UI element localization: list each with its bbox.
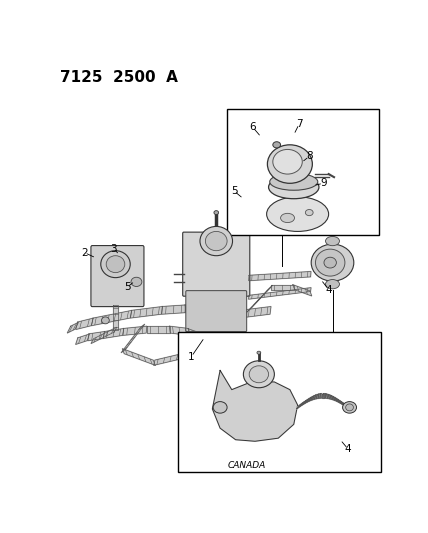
Polygon shape [91, 327, 117, 344]
Polygon shape [342, 402, 346, 407]
Polygon shape [113, 305, 118, 329]
Text: 8: 8 [306, 151, 312, 161]
Polygon shape [270, 285, 294, 290]
Polygon shape [67, 322, 78, 333]
Polygon shape [92, 310, 132, 326]
Polygon shape [239, 306, 271, 318]
Polygon shape [88, 332, 104, 341]
Ellipse shape [324, 257, 336, 268]
Text: 1: 1 [188, 352, 195, 361]
Text: 4: 4 [345, 444, 351, 454]
Polygon shape [327, 394, 330, 399]
Polygon shape [303, 399, 308, 405]
Polygon shape [188, 329, 206, 341]
Ellipse shape [326, 280, 339, 289]
Polygon shape [328, 394, 331, 399]
Polygon shape [318, 394, 321, 399]
Polygon shape [312, 395, 316, 400]
Polygon shape [103, 328, 124, 338]
Polygon shape [121, 324, 145, 353]
Polygon shape [169, 326, 190, 335]
Text: 5: 5 [124, 282, 131, 292]
Polygon shape [325, 394, 327, 399]
Polygon shape [298, 403, 303, 408]
Text: CANADA: CANADA [228, 462, 266, 471]
Polygon shape [322, 393, 324, 398]
Polygon shape [314, 394, 318, 399]
Ellipse shape [273, 149, 302, 174]
Polygon shape [293, 285, 312, 296]
Ellipse shape [346, 404, 354, 411]
Text: 4: 4 [325, 285, 332, 295]
Ellipse shape [244, 361, 274, 387]
Polygon shape [185, 305, 209, 314]
Polygon shape [76, 318, 93, 329]
Ellipse shape [200, 227, 232, 256]
Polygon shape [300, 402, 304, 407]
Ellipse shape [342, 401, 357, 413]
Ellipse shape [273, 142, 281, 148]
Polygon shape [208, 306, 240, 318]
Polygon shape [336, 398, 341, 403]
Polygon shape [331, 395, 335, 401]
Polygon shape [307, 398, 311, 402]
Polygon shape [122, 349, 155, 365]
Polygon shape [247, 285, 273, 312]
Polygon shape [335, 398, 339, 402]
Ellipse shape [131, 277, 142, 287]
Polygon shape [330, 395, 333, 400]
Text: 3: 3 [110, 244, 117, 254]
Ellipse shape [326, 237, 339, 246]
FancyBboxPatch shape [91, 246, 144, 306]
Ellipse shape [305, 209, 313, 216]
Polygon shape [345, 404, 349, 409]
Text: 9: 9 [320, 179, 327, 188]
Ellipse shape [281, 213, 294, 223]
Polygon shape [296, 404, 301, 409]
Polygon shape [311, 395, 314, 401]
Polygon shape [249, 288, 311, 299]
Polygon shape [316, 394, 319, 399]
Polygon shape [324, 393, 326, 398]
Ellipse shape [257, 351, 261, 354]
Ellipse shape [315, 249, 345, 276]
FancyBboxPatch shape [183, 232, 250, 296]
Text: 7: 7 [296, 119, 303, 129]
Text: 2: 2 [81, 248, 88, 257]
Ellipse shape [213, 401, 227, 413]
Ellipse shape [249, 366, 268, 383]
Polygon shape [131, 306, 163, 318]
Text: 6: 6 [250, 122, 256, 132]
Ellipse shape [205, 231, 227, 251]
Ellipse shape [267, 197, 329, 231]
Polygon shape [340, 401, 344, 406]
Ellipse shape [214, 211, 219, 214]
FancyBboxPatch shape [186, 290, 247, 332]
Polygon shape [123, 326, 147, 335]
Ellipse shape [106, 256, 125, 273]
Polygon shape [154, 352, 187, 365]
Text: 7125  2500  A: 7125 2500 A [59, 70, 178, 85]
Polygon shape [249, 271, 311, 281]
Ellipse shape [311, 244, 354, 281]
Ellipse shape [101, 251, 130, 278]
Ellipse shape [268, 175, 319, 199]
Bar [227, 109, 379, 235]
Polygon shape [146, 326, 170, 333]
Ellipse shape [101, 317, 109, 324]
Polygon shape [162, 305, 185, 314]
Polygon shape [333, 397, 337, 401]
Polygon shape [338, 399, 342, 405]
Ellipse shape [270, 173, 318, 190]
Text: 5: 5 [231, 186, 238, 196]
Polygon shape [309, 397, 312, 401]
Polygon shape [302, 401, 306, 406]
Bar [178, 332, 380, 472]
Ellipse shape [268, 145, 312, 183]
Polygon shape [212, 370, 297, 441]
Polygon shape [305, 398, 309, 403]
Polygon shape [343, 403, 348, 408]
Polygon shape [76, 334, 89, 344]
Polygon shape [320, 393, 322, 398]
